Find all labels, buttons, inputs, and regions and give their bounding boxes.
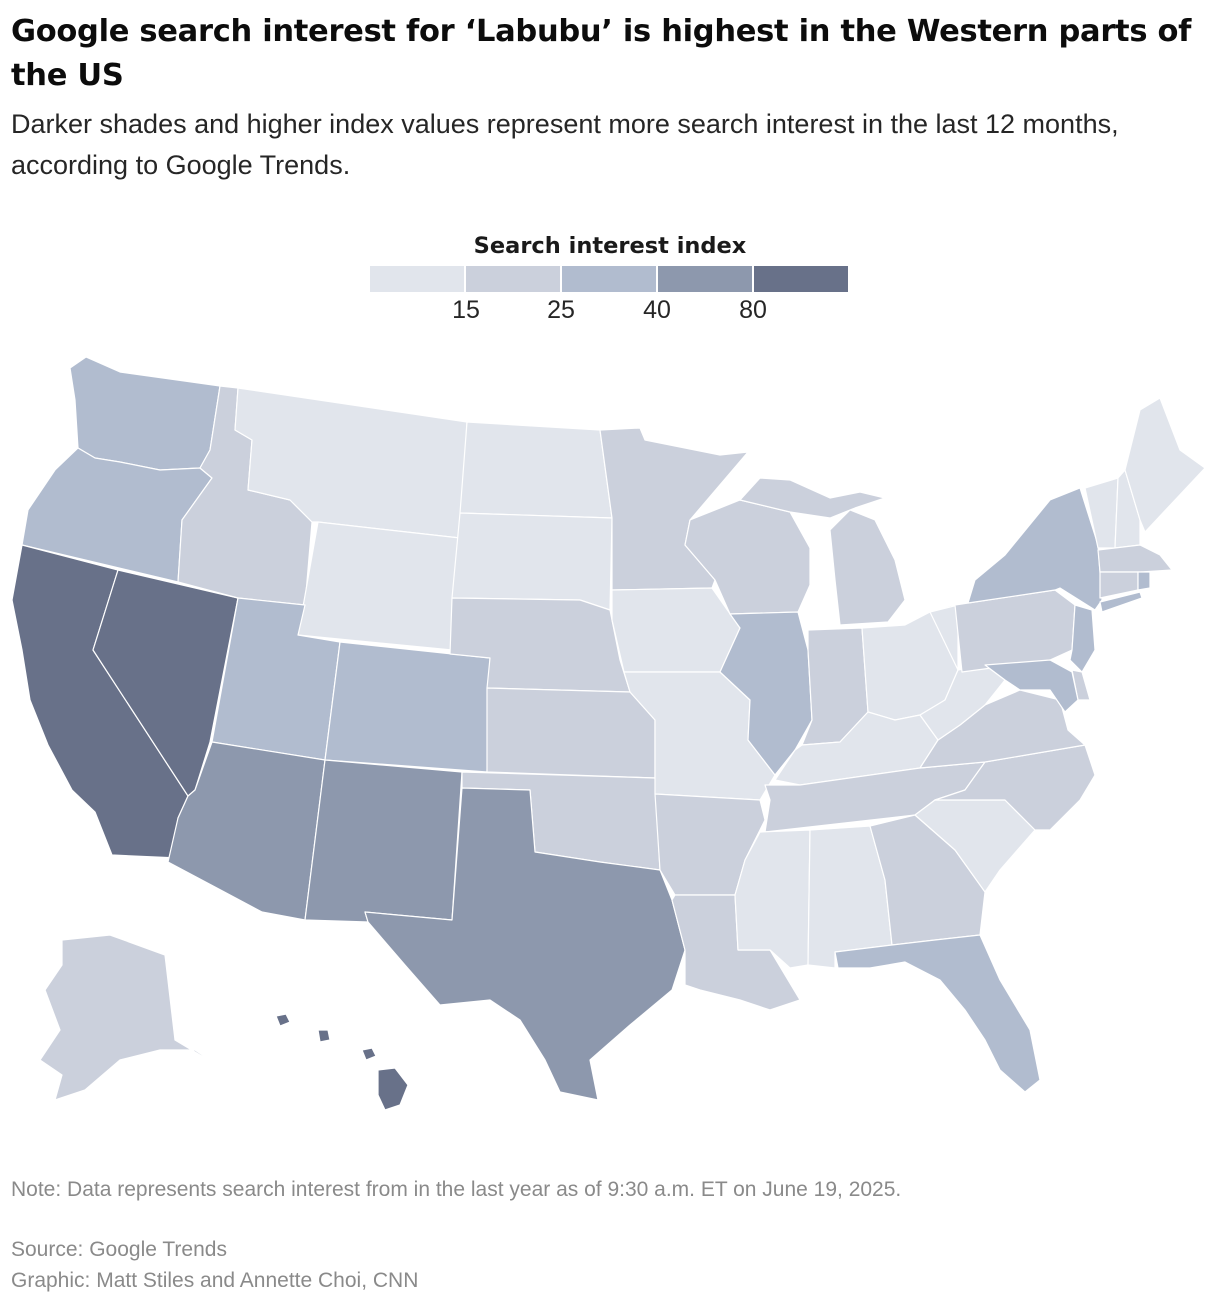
state-kansas[interactable] <box>486 687 656 779</box>
legend-swatch-4 <box>656 266 752 292</box>
state-new-hampshire[interactable] <box>1114 469 1141 549</box>
legend-tick-label: 15 <box>452 296 480 324</box>
state-maine[interactable] <box>1124 397 1206 533</box>
legend-swatch-2 <box>464 266 560 292</box>
state-florida[interactable] <box>834 934 1041 1093</box>
chart-title: Google search interest for ‘Labubu’ is h… <box>11 14 1192 93</box>
state-south-dakota[interactable] <box>451 512 613 611</box>
state-hawaii-oahu[interactable] <box>317 1029 331 1043</box>
legend-swatch-5 <box>752 266 848 292</box>
footer-source: Source: Google Trends <box>11 1238 227 1261</box>
legend-ticks: 15 25 40 80 <box>370 292 850 328</box>
legend-tick-label: 40 <box>643 296 671 324</box>
legend-title: Search interest index <box>473 233 747 259</box>
state-rhode-island[interactable] <box>1137 571 1151 591</box>
state-alaska[interactable] <box>39 934 246 1101</box>
state-colorado[interactable] <box>324 641 491 773</box>
legend-swatch-1 <box>370 266 464 292</box>
state-michigan-upper-peninsula[interactable] <box>739 477 886 519</box>
footer-note: Note: Data represents search interest fr… <box>11 1178 902 1201</box>
state-illinois[interactable] <box>719 611 813 776</box>
state-hawaii-maui[interactable] <box>361 1047 377 1061</box>
legend-swatch-3 <box>560 266 656 292</box>
state-north-dakota[interactable] <box>459 421 613 519</box>
legend: Search interest index 15 25 40 80 <box>370 228 850 328</box>
state-massachusetts[interactable] <box>1097 544 1173 573</box>
legend-tick-label: 25 <box>547 296 575 324</box>
state-hawaii-big-island[interactable] <box>377 1067 409 1111</box>
us-choropleth-map <box>11 356 1206 1111</box>
state-north-carolina[interactable] <box>934 744 1096 831</box>
state-maryland[interactable] <box>984 659 1079 713</box>
state-washington[interactable] <box>69 356 221 471</box>
state-iowa[interactable] <box>611 587 741 673</box>
state-texas[interactable] <box>364 787 686 1101</box>
state-new-york-long-island[interactable] <box>1099 591 1143 613</box>
chart-subtitle: Darker shades and higher index values re… <box>11 109 1119 180</box>
state-michigan[interactable] <box>829 509 906 626</box>
legend-tick-label: 80 <box>739 296 767 324</box>
state-new-mexico[interactable] <box>304 759 463 923</box>
state-new-york[interactable] <box>967 487 1103 611</box>
state-hawaii-kauai[interactable] <box>275 1013 291 1027</box>
legend-color-bar <box>370 266 848 292</box>
state-wyoming[interactable] <box>297 521 461 651</box>
footer-credit: Graphic: Matt Stiles and Annette Choi, C… <box>11 1269 419 1292</box>
state-new-jersey[interactable] <box>1069 604 1096 673</box>
